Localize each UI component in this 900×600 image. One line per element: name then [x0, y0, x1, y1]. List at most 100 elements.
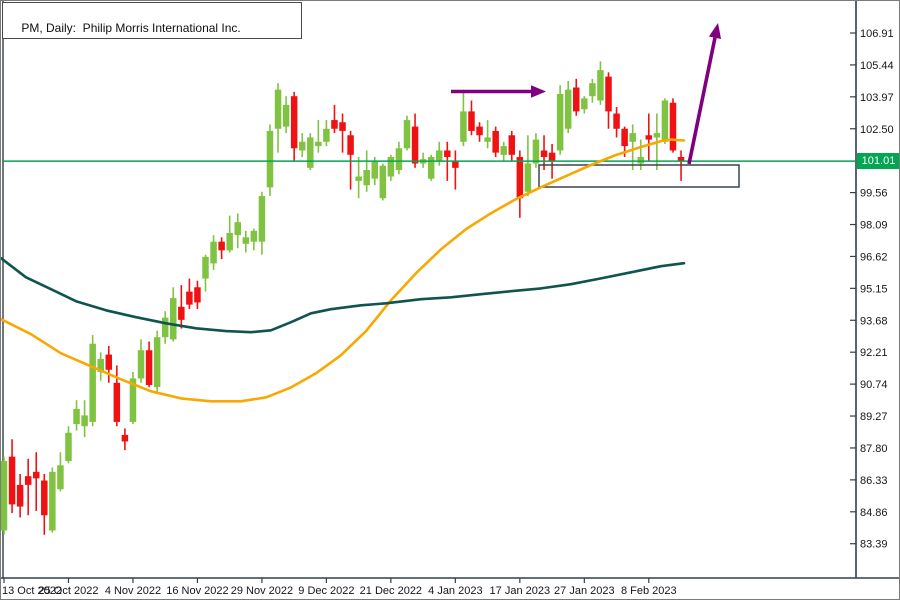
candle-body[interactable] [57, 465, 64, 490]
candle-body[interactable] [1, 460, 8, 531]
candle-body[interactable] [218, 241, 225, 251]
candle-body[interactable] [460, 111, 467, 142]
candle-body[interactable] [524, 163, 532, 192]
time-tick-label: 27 Jan 2023 [554, 585, 615, 597]
candle-body[interactable] [16, 484, 24, 507]
candle-body[interactable] [194, 287, 201, 303]
candle-body[interactable] [129, 378, 137, 422]
candle-body[interactable] [202, 256, 209, 279]
price-tick-label: 98.09 [860, 220, 888, 232]
candle-body[interactable] [500, 146, 507, 155]
horizontal-arrow-head[interactable] [531, 85, 546, 98]
candle-body[interactable] [97, 358, 104, 372]
candle-body[interactable] [339, 122, 346, 131]
candle-body[interactable] [113, 382, 121, 422]
candle-body[interactable] [24, 476, 32, 485]
candle-body[interactable] [379, 165, 387, 199]
candle-body[interactable] [81, 415, 88, 427]
candle-body[interactable] [581, 98, 588, 110]
candle-body[interactable] [669, 102, 677, 151]
candle-body[interactable] [540, 150, 548, 157]
slow-moving-average-line[interactable] [1, 256, 686, 334]
candle-body[interactable] [258, 196, 266, 242]
candle-body[interactable] [153, 337, 161, 388]
candle-body[interactable] [89, 343, 96, 422]
candle-body[interactable] [371, 161, 379, 179]
time-tick-label: 21 Dec 2022 [360, 585, 422, 597]
candle-body[interactable] [242, 237, 250, 244]
candle-body[interactable] [161, 317, 169, 338]
candle-body[interactable] [452, 161, 459, 168]
candle-body[interactable] [49, 471, 56, 531]
candle-body[interactable] [266, 130, 274, 188]
candle-body[interactable] [234, 222, 241, 236]
candle-body[interactable] [677, 156, 685, 162]
candle-body[interactable] [597, 70, 604, 101]
candle-body[interactable] [282, 104, 290, 127]
candle-body[interactable] [435, 150, 443, 162]
candle-body[interactable] [8, 456, 16, 505]
candle-body[interactable] [347, 135, 354, 155]
candle-body[interactable] [637, 156, 644, 164]
candle-body[interactable] [298, 141, 306, 151]
candle-body[interactable] [331, 120, 338, 129]
candle-body[interactable] [532, 139, 540, 164]
candle-body[interactable] [564, 89, 572, 129]
candle-body[interactable] [613, 113, 620, 129]
time-tick-label: 17 Jan 2023 [490, 585, 551, 597]
candle-body[interactable] [210, 241, 217, 264]
candle-body[interactable] [250, 230, 258, 242]
breakout-arrow-head[interactable] [708, 23, 722, 39]
price-tick-label: 92.21 [860, 347, 888, 359]
price-tick-label: 83.39 [860, 539, 888, 551]
candle-body[interactable] [307, 137, 314, 168]
candle-body[interactable] [65, 432, 72, 461]
candle-body[interactable] [178, 306, 185, 320]
candle-body[interactable] [411, 126, 419, 164]
candle-body[interactable] [508, 135, 516, 155]
support-rectangle[interactable] [538, 164, 740, 188]
candle-body[interactable] [468, 111, 475, 131]
candle-body[interactable] [629, 133, 636, 142]
candle-body[interactable] [484, 137, 491, 142]
candle-body[interactable] [323, 128, 330, 142]
candle-body[interactable] [492, 130, 499, 153]
candle-body[interactable] [476, 126, 483, 136]
candle-body[interactable] [315, 141, 322, 147]
candle-body[interactable] [41, 480, 48, 516]
candle-body[interactable] [121, 434, 129, 442]
candle-body[interactable] [403, 120, 411, 149]
candle-body[interactable] [274, 89, 282, 129]
fast-moving-average-line[interactable] [1, 138, 686, 403]
candle-body[interactable] [355, 176, 362, 181]
chart-title: PM, Daily: Philip Morris International I… [21, 21, 241, 35]
candle-body[interactable] [32, 471, 40, 479]
candle-body[interactable] [145, 350, 153, 385]
candle-body[interactable] [573, 87, 580, 112]
candle-body[interactable] [645, 135, 653, 140]
candle-body[interactable] [653, 133, 661, 138]
candle-body[interactable] [105, 354, 113, 370]
candle-body[interactable] [605, 76, 612, 112]
candle-body[interactable] [444, 150, 451, 157]
breakout-arrow-shaft[interactable] [687, 37, 717, 165]
candle-body[interactable] [395, 148, 403, 171]
candle-body[interactable] [548, 152, 556, 162]
candle-body[interactable] [73, 408, 80, 425]
price-tick-label: 99.56 [860, 188, 888, 200]
candle-body[interactable] [170, 298, 177, 340]
candle-body[interactable] [186, 291, 193, 305]
candle-body[interactable] [589, 83, 596, 97]
candle-body[interactable] [427, 156, 435, 179]
candle-body[interactable] [556, 94, 564, 151]
candle-body[interactable] [363, 170, 370, 186]
candle-body[interactable] [661, 100, 669, 142]
candle-body[interactable] [137, 350, 145, 379]
candle-body[interactable] [290, 96, 298, 149]
candle-body[interactable] [621, 128, 628, 147]
candle-body[interactable] [516, 156, 524, 199]
candle-body[interactable] [226, 232, 233, 251]
candle-body[interactable] [387, 156, 395, 177]
